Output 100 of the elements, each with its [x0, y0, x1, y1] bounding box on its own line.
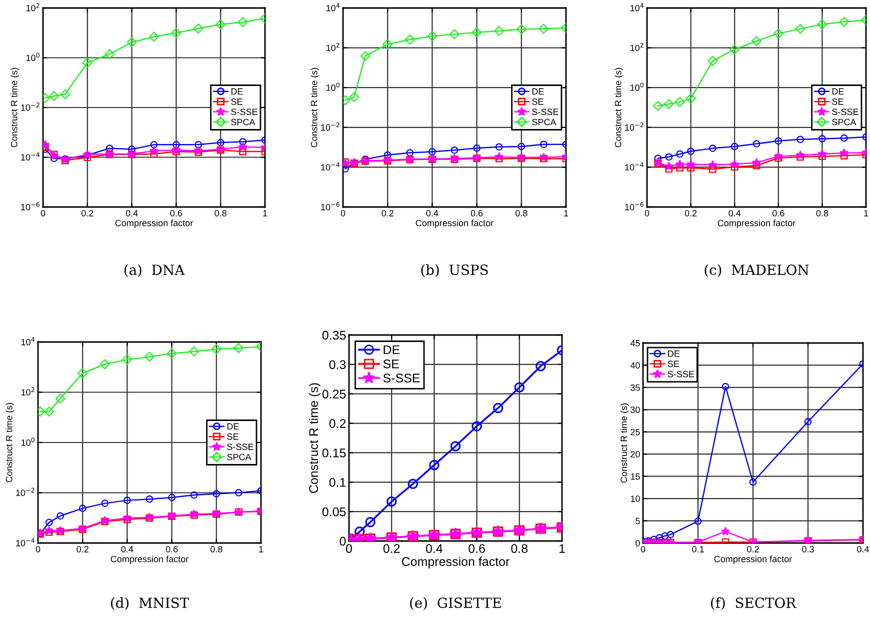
legend-label: S-SSE — [231, 108, 258, 116]
y-tick-label: 25 — [630, 428, 640, 436]
x-tick-label: 1 — [559, 544, 565, 553]
legend-label: SE — [668, 360, 680, 368]
text: (c) MADELON — [704, 264, 809, 277]
y-tick-label: 10$^{4}$ — [21, 337, 35, 346]
y-tick-label: 10$^{−4}$ — [16, 538, 35, 546]
y-tick-label: 10$^{−4}$ — [625, 162, 644, 170]
y-tick-label: 10$^{−2}$ — [21, 102, 40, 111]
y-axis-title: Construct R time (s) — [6, 402, 14, 482]
x-tick-label: 0.6 — [166, 546, 178, 552]
legend-label: S-SSE — [532, 108, 558, 116]
text: (e) GISETTE — [410, 597, 501, 610]
x-tick-label: 0.8 — [816, 210, 828, 216]
y-tick-label: 0.3 — [329, 360, 346, 370]
x-tick-label: 0.6 — [468, 544, 485, 553]
x-tick-label: 0.4 — [121, 546, 134, 552]
x-tick-label: 0.6 — [170, 210, 182, 216]
x-tick-label: 0 — [346, 544, 352, 553]
x-tick-label: 0.2 — [383, 544, 400, 553]
y-tick-label: 0 — [340, 536, 346, 546]
x-tick-label: 0.4 — [126, 210, 138, 216]
y-tick-label: 30 — [630, 406, 640, 414]
x-axis-title: Compression factor — [115, 220, 193, 228]
x-axis-title: Compression factor — [402, 556, 510, 568]
y-tick-label: 10$^{2}$ — [630, 42, 644, 52]
x-tick-label: 0.2 — [382, 210, 394, 216]
x-tick-label: 1 — [864, 210, 868, 216]
y-axis-title: Construct R time (s) — [10, 68, 20, 148]
x-axis-title: Compression factor — [714, 556, 792, 564]
legend-label: SPCA — [231, 118, 256, 126]
x-tick-label: 0.2 — [684, 210, 697, 216]
x-tick-label: 0 — [644, 210, 650, 216]
y-tick-label: 0.35 — [322, 330, 346, 340]
x-tick-label: 0.6 — [470, 210, 483, 216]
y-tick-label: 10 — [630, 496, 640, 502]
legend-label: S-SSE — [668, 370, 694, 378]
legend-label: DE — [532, 88, 544, 95]
text: (b) USPS — [421, 264, 488, 277]
y-tick-label: 10$^{−4}$ — [21, 152, 40, 161]
y-tick-label: 10$^{2}$ — [326, 42, 340, 52]
x-tick-label: 0.8 — [515, 210, 528, 216]
legend-label: SE — [383, 359, 399, 368]
y-tick-label: 35 — [630, 384, 640, 391]
x-tick-label: 1 — [263, 210, 268, 216]
y-tick-label: 10$^{−2}$ — [16, 488, 34, 496]
y-tick-label: 0.1 — [329, 478, 346, 487]
y-tick-label: 10$^{−6}$ — [321, 202, 340, 210]
y-tick-label: 10$^{0}$ — [630, 82, 644, 91]
x-tick-label: 0.4 — [728, 210, 741, 216]
legend-label: SE — [832, 98, 844, 105]
y-axis-title: Construct R time (s) — [308, 383, 320, 493]
x-tick-label: 0.2 — [747, 546, 759, 552]
legend-label: SE — [227, 433, 238, 440]
y-tick-label: 15 — [630, 473, 640, 480]
y-tick-label: 0.15 — [322, 448, 346, 458]
legend-label: SPCA — [832, 118, 856, 126]
legend-label: S-SSE — [383, 374, 420, 382]
y-axis-title: Construct R time (s) — [310, 68, 320, 148]
legend-label: S-SSE — [832, 108, 858, 116]
y-tick-label: 10$^{2}$ — [26, 3, 40, 12]
y-tick-label: 10$^{0}$ — [26, 52, 40, 62]
y-tick-label: 0.25 — [322, 390, 346, 399]
y-axis-title: Construct R time (s) — [614, 68, 624, 148]
x-tick-label: 0.4 — [857, 546, 870, 552]
y-tick-label: 40 — [630, 362, 640, 369]
legend-label: DE — [668, 350, 680, 357]
x-tick-label: 0 — [40, 210, 46, 216]
legend-label: DE — [832, 88, 844, 95]
legend-label: SE — [231, 98, 242, 105]
y-tick-label: 10$^{4}$ — [326, 3, 340, 12]
legend-label: SE — [532, 98, 544, 105]
legend-label: SPCA — [532, 118, 556, 126]
y-tick-label: 0.2 — [329, 419, 346, 428]
y-tick-label: 5 — [636, 518, 640, 524]
x-tick-label: 1 — [564, 210, 568, 216]
text: (f) SECTOR — [711, 597, 796, 610]
x-tick-label: 0.8 — [214, 210, 226, 216]
y-tick-label: 10$^{4}$ — [630, 3, 644, 12]
y-tick-label: 10$^{2}$ — [21, 387, 34, 396]
y-tick-label: 10$^{0}$ — [326, 82, 340, 91]
x-axis-title: Compression factor — [110, 556, 188, 564]
legend-label: DE — [384, 345, 400, 354]
y-tick-label: 45 — [630, 340, 640, 346]
y-tick-label: 10$^{−2}$ — [625, 122, 644, 131]
y-tick-label: 0 — [636, 540, 640, 546]
legend-label: S-SSE — [227, 444, 254, 450]
text: (d) MNIST — [111, 597, 189, 610]
x-tick-label: 0.1 — [692, 546, 704, 552]
legend-label: DE — [231, 88, 243, 95]
x-tick-label: 0.4 — [426, 544, 443, 553]
x-tick-label: 0.2 — [81, 210, 94, 216]
y-axis-title: Construct R time (s) — [620, 403, 629, 483]
x-tick-label: 0.4 — [426, 210, 438, 216]
legend-label: SPCA — [227, 454, 252, 460]
y-tick-label: 10$^{−2}$ — [321, 122, 340, 131]
x-tick-label: 0.8 — [210, 546, 222, 552]
y-tick-label: 20 — [630, 451, 640, 458]
y-tick-label: 10$^{−6}$ — [21, 202, 40, 210]
x-axis-title: Compression factor — [416, 220, 494, 228]
